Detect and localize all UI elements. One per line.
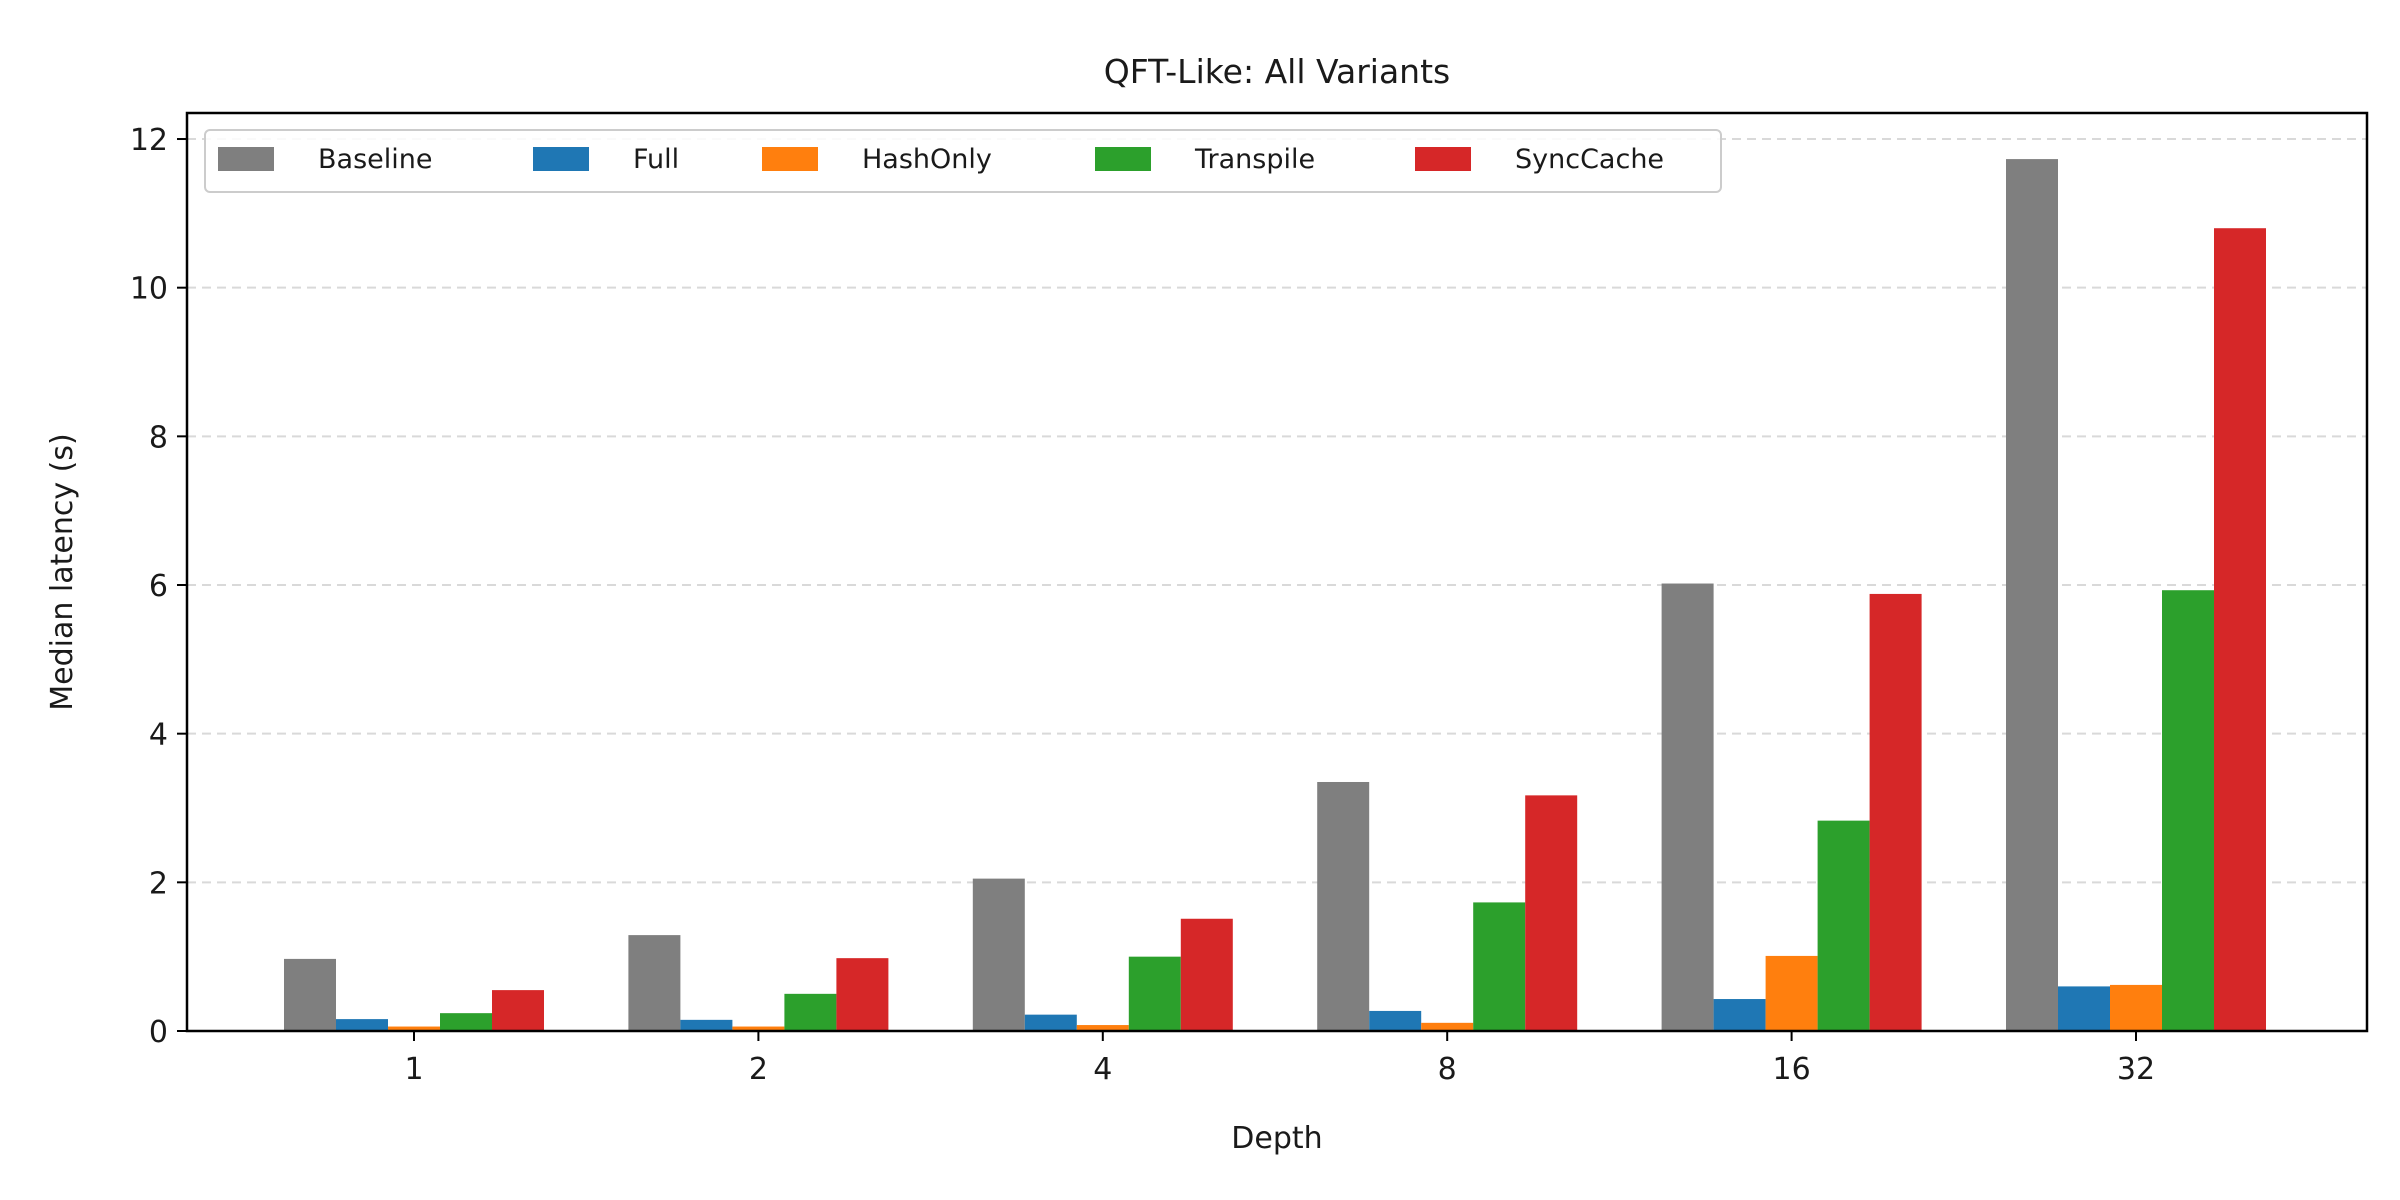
- bar-synccache-32: [2214, 228, 2266, 1031]
- legend: Baseline Full HashOnly Transpile SyncCache: [204, 129, 1722, 193]
- legend-label-synccache: SyncCache: [1515, 144, 1664, 175]
- legend-label-full: Full: [633, 144, 679, 175]
- x-tick-label: 32: [2117, 1052, 2155, 1087]
- bar-full-16: [1713, 999, 1766, 1031]
- chart-title: QFT-Like: All Variants: [1104, 52, 1450, 91]
- bar-layer: [284, 159, 2266, 1032]
- bar-synccache-8: [1525, 795, 1578, 1031]
- bar-full-2: [680, 1019, 733, 1031]
- bar-baseline-1: [284, 958, 336, 1031]
- bar-baseline-16: [1661, 583, 1714, 1031]
- x-tick-label: 1: [404, 1052, 423, 1087]
- legend-swatch-synccache: [1415, 147, 1471, 171]
- x-axis-label: Depth: [1231, 1121, 1322, 1156]
- y-tick-label: 4: [149, 718, 168, 753]
- bar-full-32: [2058, 986, 2110, 1031]
- y-tick-label: 2: [149, 866, 168, 901]
- bar-transpile-2: [784, 993, 837, 1031]
- y-tick-label: 0: [149, 1015, 168, 1050]
- bar-synccache-4: [1180, 918, 1233, 1031]
- bar-hashonly-16: [1765, 955, 1818, 1031]
- x-tick-label: 4: [1093, 1052, 1112, 1087]
- x-tick-label: 16: [1773, 1052, 1811, 1087]
- bar-baseline-32: [2006, 159, 2058, 1032]
- bar-baseline-4: [972, 878, 1025, 1031]
- bar-hashonly-1: [388, 1026, 440, 1031]
- bar-transpile-1: [440, 1013, 492, 1031]
- x-tick-label: 8: [1438, 1052, 1457, 1087]
- bar-baseline-2: [628, 935, 681, 1031]
- y-tick-label: 8: [149, 420, 168, 455]
- bar-synccache-1: [492, 990, 544, 1031]
- y-axis-label: Median latency (s): [45, 433, 80, 710]
- bar-transpile-8: [1473, 902, 1526, 1031]
- legend-label-hashonly: HashOnly: [862, 144, 992, 175]
- y-tick-label: 10: [130, 272, 168, 307]
- bar-synccache-16: [1869, 593, 1922, 1031]
- bar-transpile-16: [1817, 820, 1870, 1031]
- bar-synccache-2: [836, 958, 889, 1031]
- legend-swatch-hashonly: [762, 147, 818, 171]
- bar-baseline-8: [1317, 781, 1370, 1031]
- legend-items: Baseline Full HashOnly Transpile SyncCache: [218, 144, 1664, 175]
- y-tick-label: 6: [149, 569, 168, 604]
- bar-transpile-4: [1128, 956, 1181, 1031]
- plot-frame: [185, 111, 2369, 1033]
- legend-label-transpile: Transpile: [1194, 144, 1315, 175]
- bar-full-4: [1024, 1014, 1077, 1031]
- legend-swatch-transpile: [1095, 147, 1151, 171]
- bar-transpile-32: [2162, 590, 2214, 1031]
- x-tick-label: 2: [749, 1052, 768, 1087]
- legend-box: [204, 129, 1722, 193]
- bar-full-8: [1369, 1010, 1422, 1031]
- y-tick-label: 12: [130, 123, 168, 158]
- bar-hashonly-8: [1421, 1022, 1474, 1031]
- bar-hashonly-4: [1076, 1025, 1129, 1031]
- legend-swatch-full: [533, 147, 589, 171]
- legend-swatch-baseline: [218, 147, 274, 171]
- bar-full-1: [336, 1019, 388, 1031]
- legend-label-baseline: Baseline: [318, 144, 432, 175]
- bar-hashonly-32: [2110, 984, 2162, 1031]
- bar-hashonly-2: [732, 1026, 785, 1031]
